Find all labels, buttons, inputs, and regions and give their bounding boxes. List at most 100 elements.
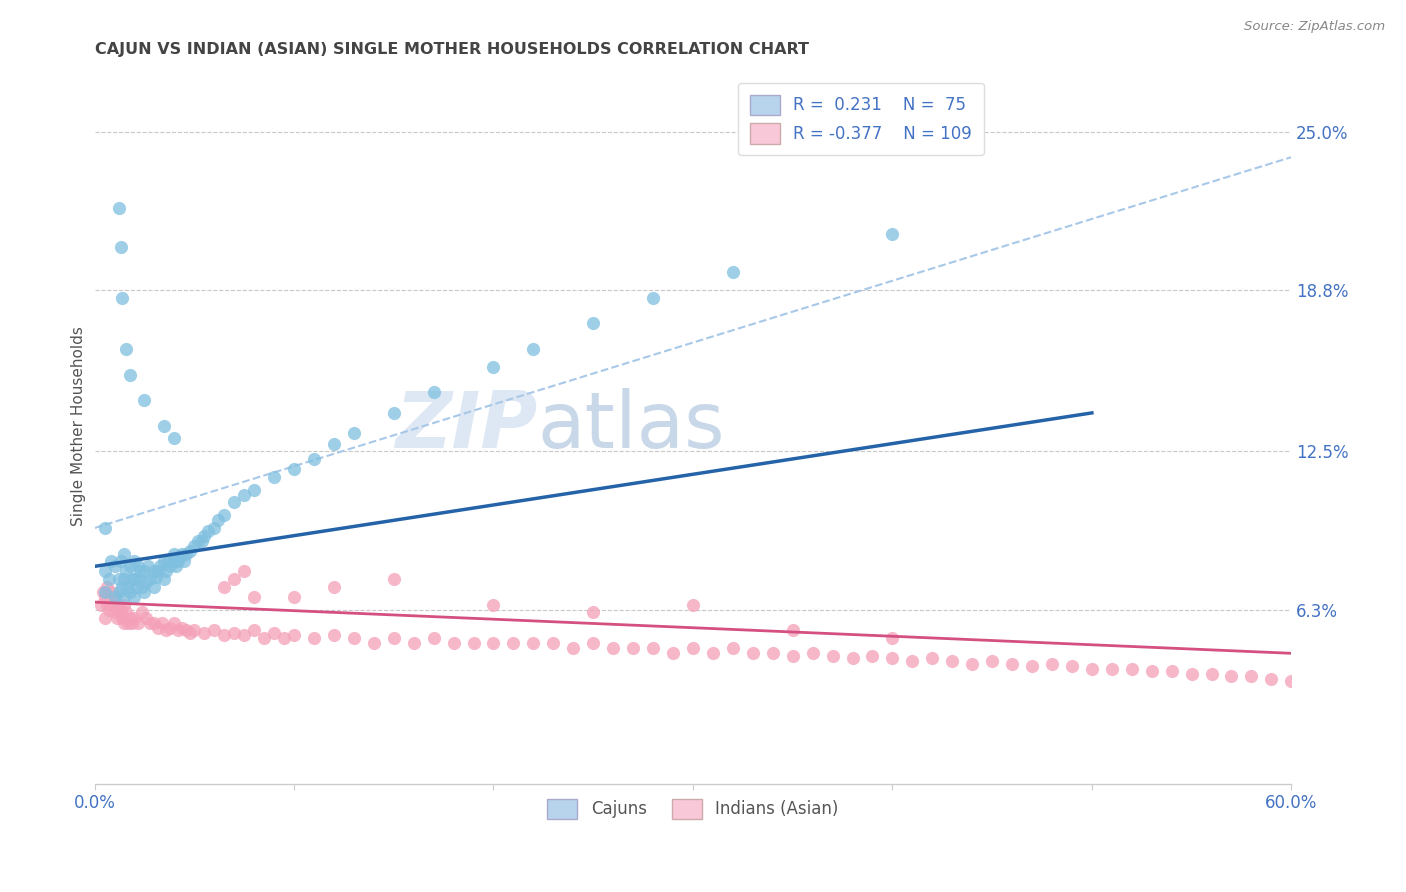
- Point: [134, 393, 156, 408]
- Point: [114, 572, 136, 586]
- Point: [107, 572, 129, 586]
- Point: [121, 572, 143, 586]
- Point: [96, 580, 118, 594]
- Point: [243, 590, 266, 604]
- Point: [117, 615, 139, 630]
- Point: [139, 615, 162, 630]
- Point: [502, 636, 524, 650]
- Text: CAJUN VS INDIAN (ASIAN) SINGLE MOTHER HOUSEHOLDS CORRELATION CHART: CAJUN VS INDIAN (ASIAN) SINGLE MOTHER HO…: [94, 42, 808, 57]
- Point: [110, 240, 132, 254]
- Point: [143, 580, 166, 594]
- Point: [960, 657, 983, 671]
- Point: [422, 385, 444, 400]
- Point: [143, 615, 166, 630]
- Point: [138, 559, 160, 574]
- Point: [124, 554, 146, 568]
- Point: [165, 559, 187, 574]
- Point: [682, 641, 704, 656]
- Point: [921, 651, 943, 665]
- Point: [302, 452, 325, 467]
- Point: [150, 615, 173, 630]
- Point: [153, 418, 176, 433]
- Point: [110, 554, 132, 568]
- Point: [100, 554, 122, 568]
- Point: [172, 547, 194, 561]
- Point: [801, 646, 824, 660]
- Point: [582, 636, 605, 650]
- Point: [143, 565, 166, 579]
- Point: [1201, 666, 1223, 681]
- Point: [183, 539, 205, 553]
- Point: [139, 572, 162, 586]
- Point: [273, 631, 295, 645]
- Point: [134, 585, 156, 599]
- Point: [233, 628, 256, 642]
- Point: [224, 572, 246, 586]
- Point: [263, 470, 285, 484]
- Point: [121, 615, 143, 630]
- Point: [145, 569, 167, 583]
- Point: [882, 651, 904, 665]
- Point: [93, 610, 115, 624]
- Point: [193, 625, 215, 640]
- Point: [176, 624, 198, 638]
- Point: [125, 580, 148, 594]
- Point: [163, 432, 186, 446]
- Point: [148, 621, 170, 635]
- Point: [782, 648, 804, 663]
- Point: [721, 265, 744, 279]
- Point: [323, 580, 346, 594]
- Text: Source: ZipAtlas.com: Source: ZipAtlas.com: [1244, 20, 1385, 33]
- Point: [96, 598, 118, 612]
- Point: [124, 572, 146, 586]
- Point: [149, 559, 172, 574]
- Point: [134, 565, 156, 579]
- Point: [1040, 657, 1063, 671]
- Point: [183, 624, 205, 638]
- Point: [115, 342, 138, 356]
- Point: [522, 636, 544, 650]
- Point: [283, 462, 305, 476]
- Point: [443, 636, 465, 650]
- Point: [224, 495, 246, 509]
- Point: [193, 529, 215, 543]
- Legend: Cajuns, Indians (Asian): Cajuns, Indians (Asian): [541, 792, 845, 825]
- Point: [562, 641, 585, 656]
- Point: [105, 610, 128, 624]
- Point: [721, 641, 744, 656]
- Point: [422, 631, 444, 645]
- Point: [115, 606, 138, 620]
- Point: [602, 641, 624, 656]
- Point: [131, 580, 153, 594]
- Point: [97, 572, 120, 586]
- Point: [482, 636, 505, 650]
- Point: [111, 610, 134, 624]
- Point: [103, 590, 125, 604]
- Point: [243, 483, 266, 497]
- Point: [882, 631, 904, 645]
- Point: [582, 317, 605, 331]
- Point: [1121, 662, 1143, 676]
- Point: [114, 547, 136, 561]
- Point: [402, 636, 425, 650]
- Point: [101, 598, 124, 612]
- Point: [179, 625, 201, 640]
- Point: [97, 603, 120, 617]
- Point: [167, 624, 190, 638]
- Point: [1220, 669, 1243, 683]
- Point: [1240, 669, 1263, 683]
- Point: [153, 572, 176, 586]
- Point: [103, 590, 125, 604]
- Point: [187, 533, 209, 548]
- Point: [93, 585, 115, 599]
- Point: [1081, 662, 1104, 676]
- Point: [103, 559, 125, 574]
- Point: [163, 554, 186, 568]
- Point: [641, 641, 664, 656]
- Point: [901, 654, 924, 668]
- Point: [741, 646, 763, 660]
- Point: [343, 631, 366, 645]
- Point: [363, 636, 385, 650]
- Point: [821, 648, 844, 663]
- Point: [124, 590, 146, 604]
